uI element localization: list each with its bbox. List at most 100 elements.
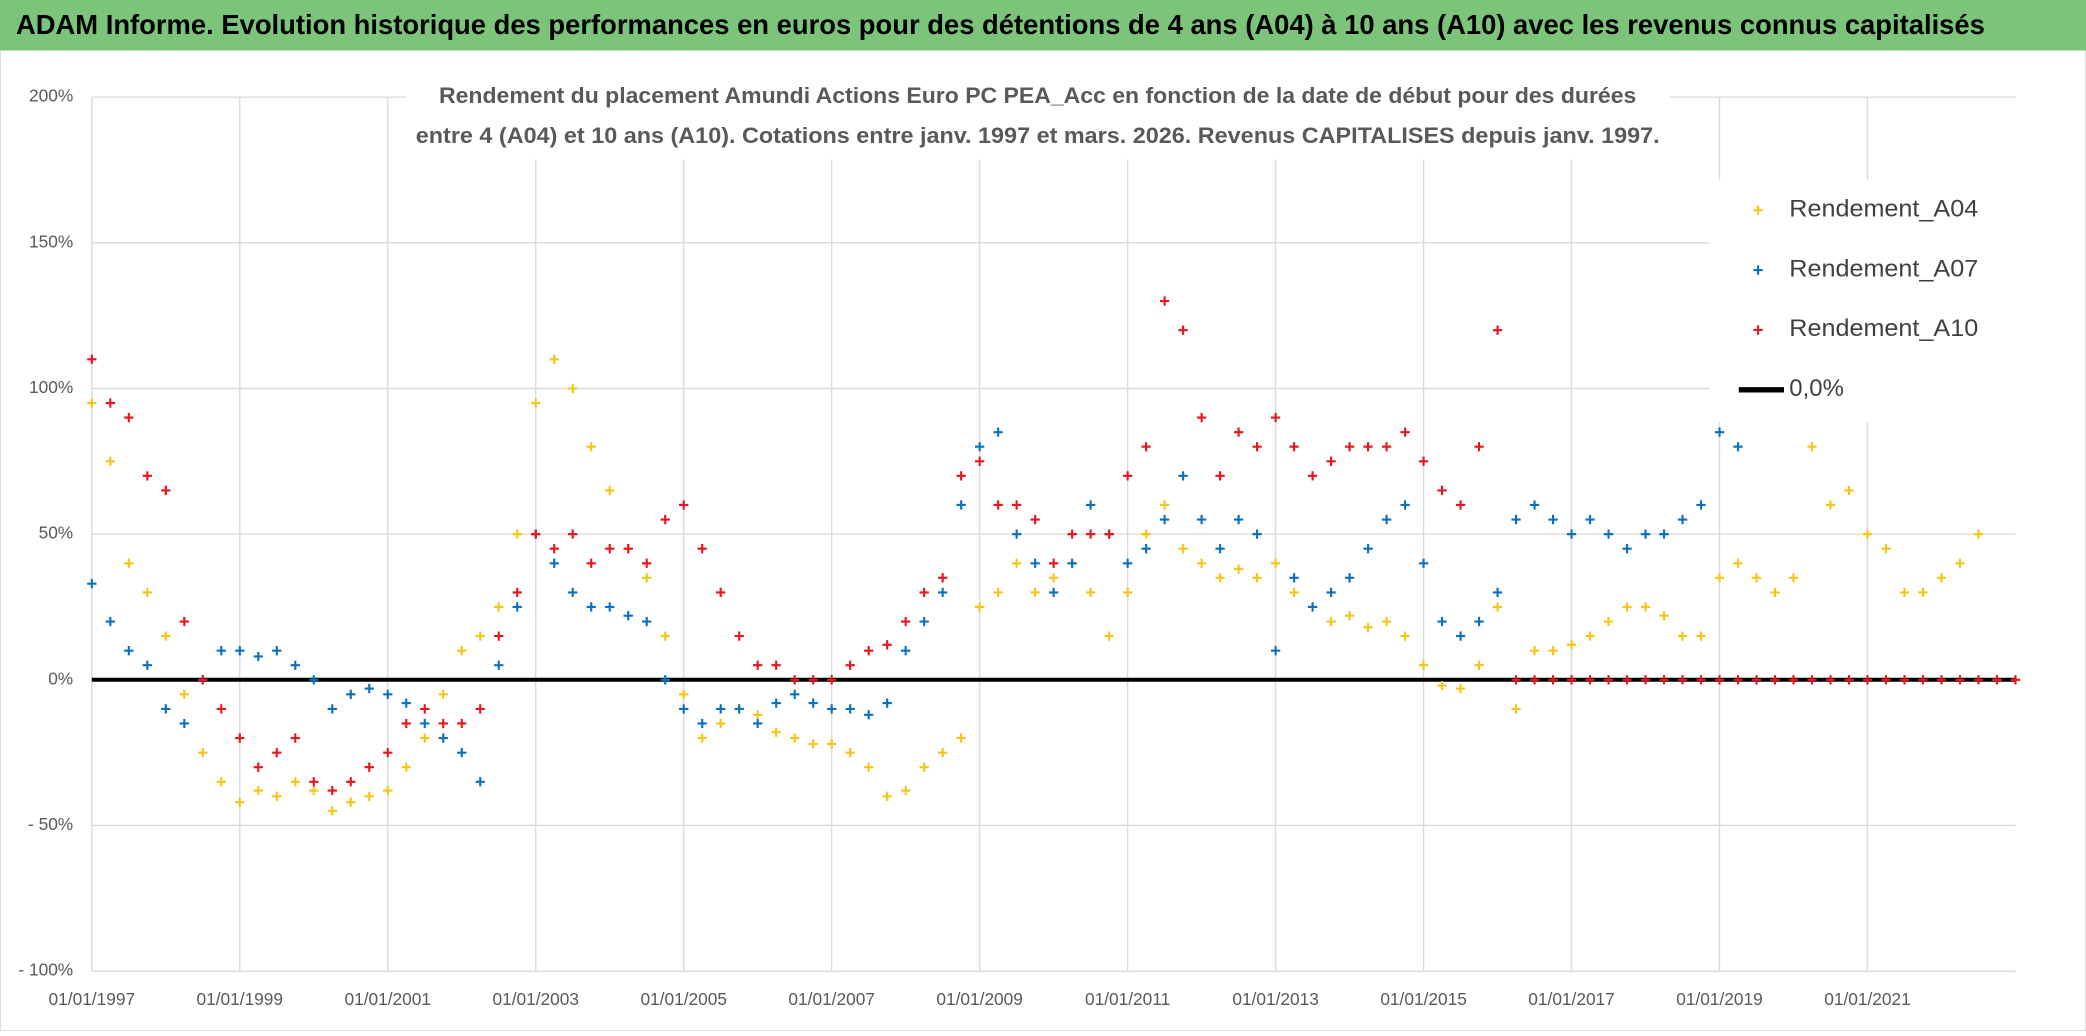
data-point (1085, 500, 1096, 510)
data-point (346, 797, 356, 807)
data-point (1936, 675, 1947, 685)
y-tick-label: - 50% (28, 814, 73, 834)
data-point (272, 791, 282, 801)
data-point (272, 747, 282, 758)
data-point (1233, 564, 1244, 574)
data-point (642, 616, 652, 627)
y-tick-label: 200% (29, 86, 73, 106)
data-point (1455, 500, 1466, 510)
data-point (605, 485, 615, 496)
data-point (1178, 544, 1188, 554)
data-point (1603, 616, 1614, 627)
data-point (919, 587, 929, 598)
data-point (420, 733, 430, 743)
data-point (1289, 442, 1299, 452)
data-point (420, 704, 430, 714)
data-point (327, 704, 337, 714)
data-point (1825, 500, 1836, 510)
data-point (1881, 675, 1891, 685)
data-point (549, 558, 559, 568)
data-point (1011, 500, 1022, 510)
legend-background (1709, 179, 2016, 422)
data-point (1122, 587, 1133, 598)
data-point (1400, 427, 1410, 437)
data-point (1696, 675, 1706, 685)
data-point (272, 646, 282, 656)
x-tick-label: 01/01/2001 (345, 989, 432, 1009)
data-point (586, 558, 596, 568)
data-point (1788, 573, 1799, 583)
data-point (1548, 514, 1558, 525)
data-point (124, 412, 134, 423)
data-point (512, 529, 522, 539)
data-point (975, 442, 985, 452)
y-tick-label: - 100% (18, 960, 73, 980)
data-point (1585, 675, 1595, 685)
subtitle-line: entre 4 (A04) et 10 ans (A10). Cotations… (416, 123, 1660, 148)
data-point (1030, 587, 1040, 598)
data-point (179, 689, 189, 700)
data-point (1622, 544, 1632, 554)
data-point (1714, 427, 1725, 437)
data-point (512, 602, 522, 612)
data-point (1363, 622, 1373, 633)
data-point (216, 646, 226, 656)
data-point (716, 718, 726, 729)
data-point (309, 675, 319, 685)
data-point (1085, 587, 1096, 598)
data-point (1215, 471, 1225, 481)
data-point (401, 698, 411, 708)
data-point (1844, 485, 1854, 496)
data-point (1233, 427, 1244, 437)
data-point (1381, 616, 1392, 627)
data-point (1807, 442, 1817, 452)
data-point (1659, 529, 1669, 539)
data-point (1178, 471, 1188, 481)
data-point (1622, 602, 1632, 612)
data-point (142, 471, 152, 481)
data-point (1326, 616, 1336, 627)
data-point (1677, 514, 1688, 525)
y-tick-label: 50% (39, 523, 74, 543)
data-point (438, 718, 448, 729)
data-point (1344, 573, 1355, 583)
data-point (1344, 442, 1355, 452)
data-point (1215, 544, 1225, 554)
data-point (87, 398, 97, 408)
data-point (1825, 675, 1836, 685)
data-point (1048, 573, 1059, 583)
data-point (734, 631, 744, 641)
data-point (679, 689, 689, 700)
data-point (1011, 529, 1022, 539)
data-point (420, 718, 430, 729)
data-point (87, 354, 97, 364)
data-point (1770, 587, 1780, 598)
x-tick-label: 01/01/2005 (640, 989, 727, 1009)
legend-marker (1753, 205, 1763, 215)
data-point (1307, 602, 1318, 612)
data-point (309, 777, 319, 787)
data-point (327, 806, 337, 816)
data-point (1511, 675, 1521, 685)
data-point (753, 660, 763, 670)
data-point (808, 698, 818, 708)
x-tick-label: 01/01/2017 (1528, 989, 1615, 1009)
data-point (790, 675, 800, 685)
data-point (1178, 325, 1188, 335)
data-point (346, 777, 356, 787)
data-point (1733, 675, 1743, 685)
data-point (1474, 442, 1484, 452)
data-point (919, 762, 929, 772)
data-point (1918, 587, 1928, 598)
data-point (716, 587, 726, 598)
data-point (827, 739, 837, 749)
data-point (845, 747, 855, 758)
data-point (1622, 675, 1632, 685)
x-tick-label: 01/01/1997 (49, 989, 135, 1009)
data-point (808, 739, 818, 749)
x-tick-label: 01/01/1999 (197, 989, 284, 1009)
data-point (1603, 529, 1614, 539)
data-point (1696, 500, 1706, 510)
data-point (753, 718, 763, 729)
